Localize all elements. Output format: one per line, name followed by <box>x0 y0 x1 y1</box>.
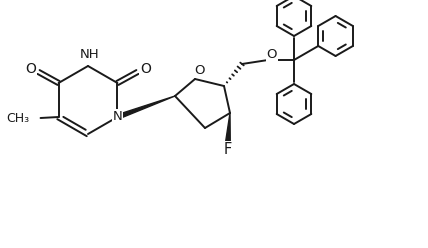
Text: O: O <box>140 62 151 76</box>
Text: F: F <box>224 143 232 157</box>
Text: NH: NH <box>80 48 100 61</box>
Text: O: O <box>25 62 36 76</box>
Text: O: O <box>195 63 205 76</box>
Polygon shape <box>226 113 230 141</box>
Text: CH₃: CH₃ <box>6 113 30 125</box>
Polygon shape <box>117 96 175 119</box>
Text: N: N <box>113 111 122 124</box>
Text: O: O <box>267 49 277 62</box>
